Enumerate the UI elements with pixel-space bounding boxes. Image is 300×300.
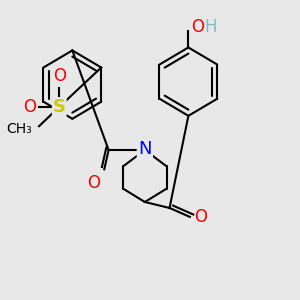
Text: O: O xyxy=(87,174,100,192)
Text: H: H xyxy=(204,18,217,36)
Text: CH₃: CH₃ xyxy=(6,122,32,136)
Text: O: O xyxy=(23,98,36,116)
Text: N: N xyxy=(138,140,152,158)
Text: S: S xyxy=(53,98,66,116)
Text: O: O xyxy=(53,67,66,85)
Text: O: O xyxy=(194,208,207,226)
Text: O: O xyxy=(191,18,204,36)
